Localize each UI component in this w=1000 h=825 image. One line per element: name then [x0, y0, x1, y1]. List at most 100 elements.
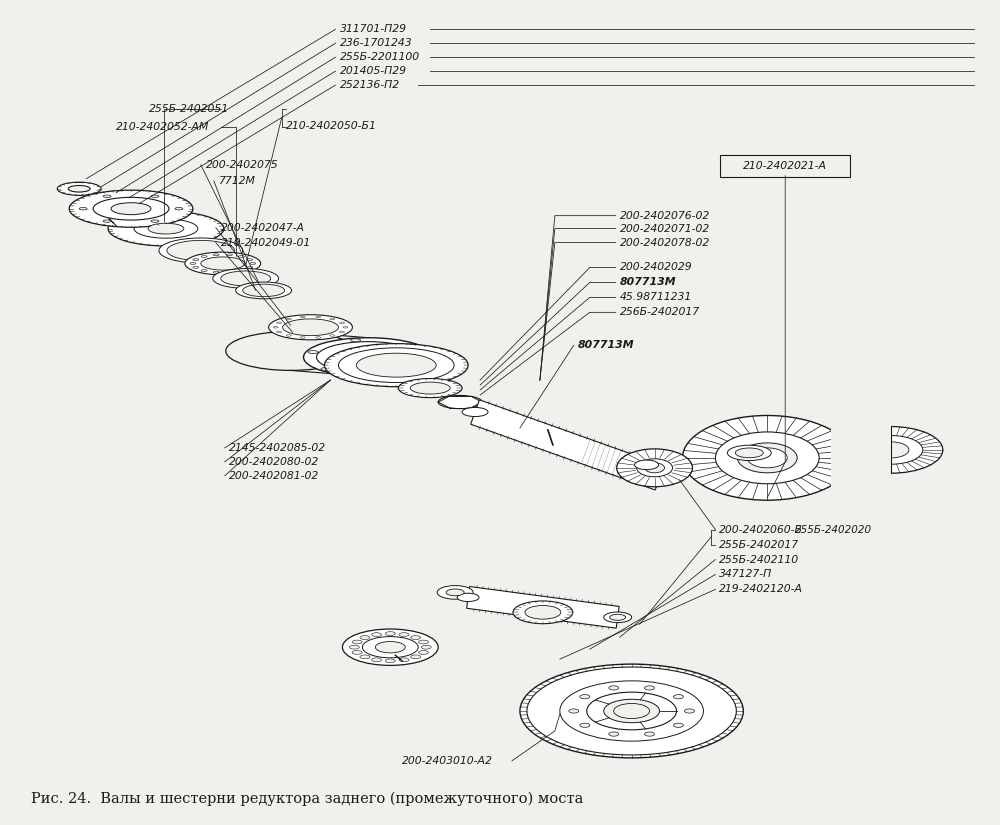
- Ellipse shape: [69, 190, 193, 227]
- Ellipse shape: [352, 640, 362, 644]
- Ellipse shape: [317, 342, 420, 373]
- Ellipse shape: [108, 211, 224, 246]
- Text: 210-2402052-АМ: 210-2402052-АМ: [116, 122, 209, 132]
- Text: 200-2402047-А: 200-2402047-А: [221, 223, 305, 233]
- Ellipse shape: [221, 271, 271, 286]
- Ellipse shape: [737, 443, 797, 473]
- Ellipse shape: [238, 270, 244, 271]
- Text: 2145-2402085-02: 2145-2402085-02: [229, 443, 326, 453]
- Ellipse shape: [715, 432, 819, 483]
- Ellipse shape: [247, 259, 253, 261]
- Ellipse shape: [330, 335, 335, 337]
- Ellipse shape: [316, 316, 321, 318]
- Ellipse shape: [148, 224, 184, 234]
- Ellipse shape: [645, 686, 654, 690]
- Ellipse shape: [93, 197, 169, 220]
- Ellipse shape: [351, 339, 361, 342]
- Ellipse shape: [226, 271, 232, 273]
- Ellipse shape: [609, 732, 619, 736]
- Ellipse shape: [362, 637, 418, 658]
- Ellipse shape: [614, 704, 650, 719]
- Ellipse shape: [419, 361, 429, 364]
- Text: 311701-П29: 311701-П29: [340, 24, 407, 35]
- Ellipse shape: [406, 344, 416, 346]
- Ellipse shape: [201, 257, 245, 270]
- Ellipse shape: [645, 732, 654, 736]
- Ellipse shape: [68, 186, 90, 192]
- FancyBboxPatch shape: [720, 155, 850, 177]
- Ellipse shape: [151, 220, 159, 222]
- Ellipse shape: [167, 240, 235, 261]
- Ellipse shape: [457, 593, 479, 601]
- Ellipse shape: [580, 724, 590, 728]
- Text: 347127-П: 347127-П: [719, 569, 773, 579]
- Ellipse shape: [134, 219, 198, 238]
- Text: 252136-П2: 252136-П2: [340, 80, 401, 90]
- Text: 255Б-2402110: 255Б-2402110: [719, 554, 800, 564]
- Ellipse shape: [175, 208, 183, 210]
- Ellipse shape: [399, 633, 409, 637]
- Ellipse shape: [330, 318, 335, 320]
- Ellipse shape: [673, 695, 683, 699]
- Ellipse shape: [398, 379, 462, 398]
- Ellipse shape: [360, 636, 370, 639]
- Ellipse shape: [527, 667, 736, 755]
- Text: 210-2402049-01: 210-2402049-01: [221, 238, 311, 248]
- Ellipse shape: [250, 262, 256, 264]
- Ellipse shape: [103, 220, 111, 222]
- Text: 219-2402120-А: 219-2402120-А: [719, 584, 803, 594]
- Ellipse shape: [193, 266, 199, 268]
- Ellipse shape: [520, 664, 743, 758]
- Text: 7712М: 7712М: [219, 176, 256, 186]
- Ellipse shape: [635, 460, 659, 469]
- Text: 256Б-2402017: 256Б-2402017: [620, 308, 700, 318]
- Ellipse shape: [727, 446, 771, 460]
- Ellipse shape: [747, 448, 787, 468]
- Ellipse shape: [226, 254, 232, 256]
- Ellipse shape: [376, 373, 386, 375]
- Ellipse shape: [418, 640, 428, 644]
- Ellipse shape: [560, 681, 703, 741]
- Ellipse shape: [213, 271, 219, 273]
- Bar: [831, 390, 891, 510]
- Ellipse shape: [446, 589, 464, 596]
- Ellipse shape: [352, 651, 362, 654]
- Ellipse shape: [462, 408, 488, 417]
- Ellipse shape: [343, 327, 348, 328]
- Ellipse shape: [587, 692, 677, 730]
- Ellipse shape: [385, 632, 395, 635]
- Text: 200-2403010-А2: 200-2403010-А2: [402, 756, 493, 766]
- Text: 807713М: 807713М: [620, 277, 676, 287]
- Ellipse shape: [201, 270, 207, 271]
- Ellipse shape: [645, 463, 665, 473]
- Ellipse shape: [277, 322, 282, 323]
- Ellipse shape: [338, 348, 398, 366]
- Text: 200-2402081-02: 200-2402081-02: [229, 471, 319, 481]
- Ellipse shape: [236, 282, 292, 299]
- Text: 200-2402071-02: 200-2402071-02: [620, 224, 710, 233]
- Ellipse shape: [349, 645, 359, 649]
- Ellipse shape: [859, 436, 923, 464]
- Ellipse shape: [604, 700, 660, 723]
- Ellipse shape: [735, 448, 763, 458]
- Ellipse shape: [438, 395, 482, 408]
- Ellipse shape: [273, 327, 278, 328]
- Ellipse shape: [247, 266, 253, 268]
- Ellipse shape: [316, 337, 321, 338]
- Text: 255Б-2402020: 255Б-2402020: [795, 525, 872, 535]
- Ellipse shape: [201, 256, 207, 257]
- Ellipse shape: [151, 195, 159, 197]
- Ellipse shape: [421, 645, 431, 649]
- Ellipse shape: [342, 629, 438, 666]
- Ellipse shape: [399, 658, 409, 662]
- Ellipse shape: [103, 195, 111, 197]
- Ellipse shape: [190, 262, 196, 264]
- Polygon shape: [471, 400, 664, 490]
- Ellipse shape: [308, 351, 318, 354]
- Ellipse shape: [411, 655, 421, 658]
- Ellipse shape: [57, 182, 101, 196]
- Text: 200-2402029: 200-2402029: [620, 262, 692, 272]
- Ellipse shape: [356, 353, 436, 377]
- Ellipse shape: [372, 658, 382, 662]
- Text: 255Б-2201100: 255Б-2201100: [340, 52, 421, 62]
